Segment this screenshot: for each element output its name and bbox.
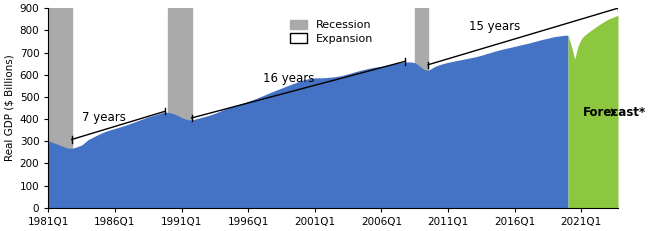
Text: Forecast*: Forecast* <box>583 106 646 119</box>
Text: 16 years: 16 years <box>262 72 314 85</box>
Text: 7 years: 7 years <box>82 110 126 124</box>
Bar <box>415 8 428 208</box>
Y-axis label: Real GDP ($ Billions): Real GDP ($ Billions) <box>4 55 14 161</box>
Bar <box>168 8 192 208</box>
Bar <box>48 8 72 208</box>
Legend: Recession, Expansion: Recession, Expansion <box>290 20 373 44</box>
Text: 15 years: 15 years <box>469 20 521 33</box>
